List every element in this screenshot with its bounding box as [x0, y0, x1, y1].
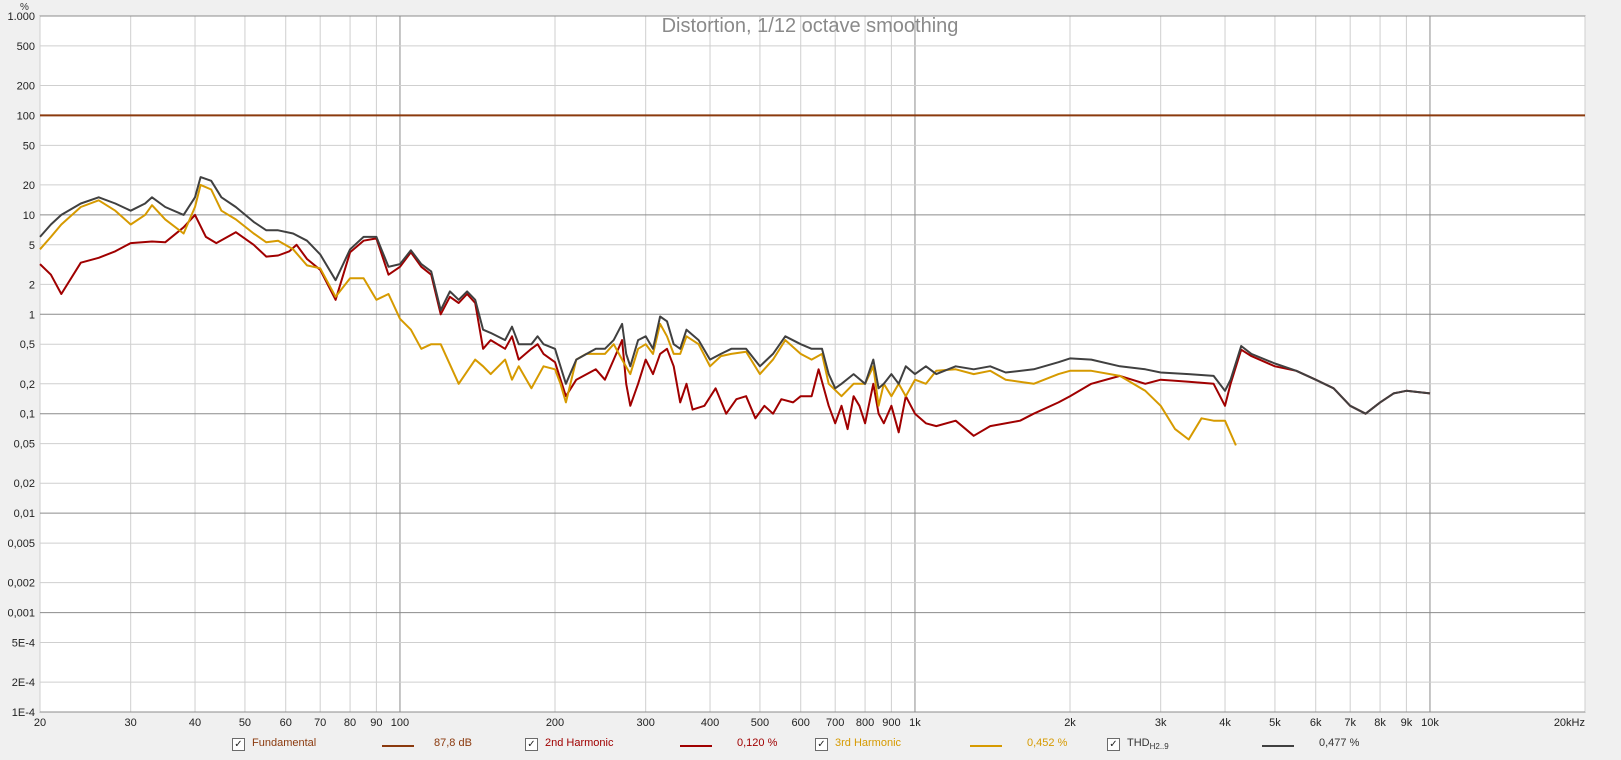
x-tick-label: 90 [370, 717, 382, 729]
x-tick-label: 10k [1421, 717, 1439, 729]
x-tick-label: 8k [1374, 717, 1386, 729]
x-tick-label: 500 [751, 717, 769, 729]
fundamental-label[interactable]: Fundamental [252, 737, 317, 749]
series-layer [39, 114, 1585, 446]
thd-label-sub: H2..9 [1149, 742, 1169, 752]
y-tick-label: 0,02 [14, 478, 35, 490]
thd-label-main: THD [1127, 737, 1150, 749]
y-tick-label: 0,05 [14, 439, 35, 451]
x-tick-label: 1k [909, 717, 921, 729]
thd-line [39, 176, 1431, 415]
y-tick-label: 0,1 [20, 409, 35, 421]
y-tick-labels: 1.000 500 200 100 50 20 10 5 2 1 0,5 0,2 0,1 0,05 0,02… [7, 11, 35, 719]
x-tick-label: 800 [856, 717, 874, 729]
plot-area [39, 15, 1586, 713]
h2-checkbox[interactable]: ✓ [525, 738, 538, 751]
x-tick-label: 300 [637, 717, 655, 729]
y-tick-label: 0,5 [20, 339, 35, 351]
x-tick-label: 200 [546, 717, 564, 729]
y-tick-label: 0,002 [7, 578, 35, 590]
chart-title: Distortion, 1/12 octave smoothing [662, 15, 959, 37]
y-tick-label: 0,2 [20, 379, 35, 391]
x-tick-label: 5k [1269, 717, 1281, 729]
fundamental-checkbox[interactable]: ✓ [232, 738, 245, 751]
distortion-chart: Distortion, 1/12 octave smoothing % 20 30… [7, 2, 1586, 729]
y-tick-label: 200 [17, 80, 35, 92]
y-tick-label: 5E-4 [12, 638, 35, 650]
x-tick-label: 20kHz [1554, 717, 1585, 729]
y-tick-label: 1 [29, 309, 35, 321]
x-tick-label: 6k [1310, 717, 1322, 729]
h3-checkbox[interactable]: ✓ [815, 738, 828, 751]
fundamental-value: 87,8 dB [434, 737, 472, 749]
x-tick-labels: 20 30 40 50 60 70 80 90 100 200 300 400 500 600 700 800… [34, 717, 1585, 729]
thd-checkbox[interactable]: ✓ [1107, 738, 1120, 751]
h3-label[interactable]: 3rd Harmonic [835, 737, 902, 749]
y-tick-label: 2 [29, 279, 35, 291]
y-tick-label: 10 [23, 210, 35, 222]
h2-line [39, 213, 1431, 437]
x-tick-label: 100 [391, 717, 409, 729]
y-tick-label: 20 [23, 180, 35, 192]
x-tick-label: 20 [34, 717, 46, 729]
y-unit-label: % [20, 2, 29, 13]
x-tick-label: 900 [882, 717, 900, 729]
thd-value: 0,477 % [1319, 737, 1360, 749]
thd-line-swatch [1262, 745, 1294, 747]
y-tick-label: 100 [17, 110, 35, 122]
h2-label[interactable]: 2nd Harmonic [545, 737, 614, 749]
y-tick-label: 0,001 [7, 608, 35, 620]
x-tick-label: 30 [125, 717, 137, 729]
x-tick-label: 70 [314, 717, 326, 729]
x-tick-label: 50 [239, 717, 251, 729]
x-tick-label: 7k [1344, 717, 1356, 729]
x-tick-label: 9k [1401, 717, 1413, 729]
x-tick-label: 600 [792, 717, 810, 729]
y-tick-label: 5 [29, 240, 35, 252]
x-tick-label: 700 [826, 717, 844, 729]
y-tick-label: 0,005 [7, 538, 35, 550]
x-tick-label: 60 [280, 717, 292, 729]
y-tick-label: 50 [23, 140, 35, 152]
x-tick-label: 400 [701, 717, 719, 729]
x-tick-label: 40 [189, 717, 201, 729]
y-tick-label: 1.000 [7, 11, 35, 23]
thd-label[interactable]: THDH2..9 [1127, 737, 1169, 751]
h3-line-swatch [970, 745, 1002, 747]
y-tick-label: 500 [17, 41, 35, 53]
y-tick-label: 0,01 [14, 508, 35, 520]
x-tick-label: 4k [1219, 717, 1231, 729]
x-tick-label: 2k [1064, 717, 1076, 729]
y-tick-label: 1E-4 [12, 707, 35, 719]
h2-value: 0,120 % [737, 737, 778, 749]
x-tick-label: 3k [1155, 717, 1167, 729]
h3-value: 0,452 % [1027, 737, 1068, 749]
fundamental-line-swatch [382, 745, 414, 747]
h2-line-swatch [680, 745, 712, 747]
x-tick-label: 80 [344, 717, 356, 729]
y-tick-label: 2E-4 [12, 677, 35, 689]
